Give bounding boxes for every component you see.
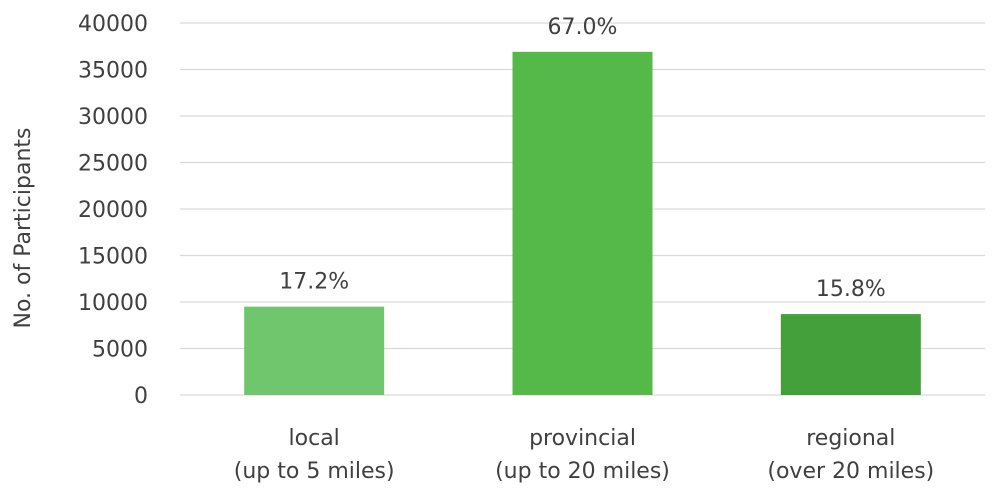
bar	[244, 306, 385, 395]
data-label: 15.8%	[816, 277, 886, 302]
y-tick-label: 35000	[78, 59, 148, 84]
bar	[780, 314, 921, 395]
y-tick-label: 40000	[78, 12, 148, 37]
data-label: 17.2%	[279, 270, 349, 295]
y-axis-tick-labels: 0 5000 10000 15000 20000 25000 30000 35000 40000	[78, 12, 148, 409]
y-axis-title: No. of Participants	[11, 128, 36, 329]
data-labels: 17.2% 67.0% 15.8%	[279, 15, 886, 302]
bars	[244, 51, 921, 396]
y-tick-label: 0	[134, 384, 148, 409]
y-tick-label: 20000	[78, 198, 148, 223]
bar	[512, 51, 653, 396]
x-tick-label: regional	[806, 426, 895, 451]
data-label: 67.0%	[548, 15, 618, 40]
y-tick-label: 10000	[78, 291, 148, 316]
x-tick-label: (up to 20 miles)	[495, 459, 670, 484]
y-tick-label: 30000	[78, 105, 148, 130]
x-tick-label: local	[289, 426, 340, 451]
y-tick-label: 5000	[92, 338, 148, 363]
x-tick-label: provincial	[529, 426, 636, 451]
y-tick-label: 15000	[78, 245, 148, 270]
y-tick-label: 25000	[78, 152, 148, 177]
x-tick-label: (up to 5 miles)	[234, 459, 395, 484]
x-tick-label: (over 20 miles)	[767, 459, 934, 484]
x-axis-category-labels: local (up to 5 miles) provincial (up to 20 …	[234, 426, 934, 484]
